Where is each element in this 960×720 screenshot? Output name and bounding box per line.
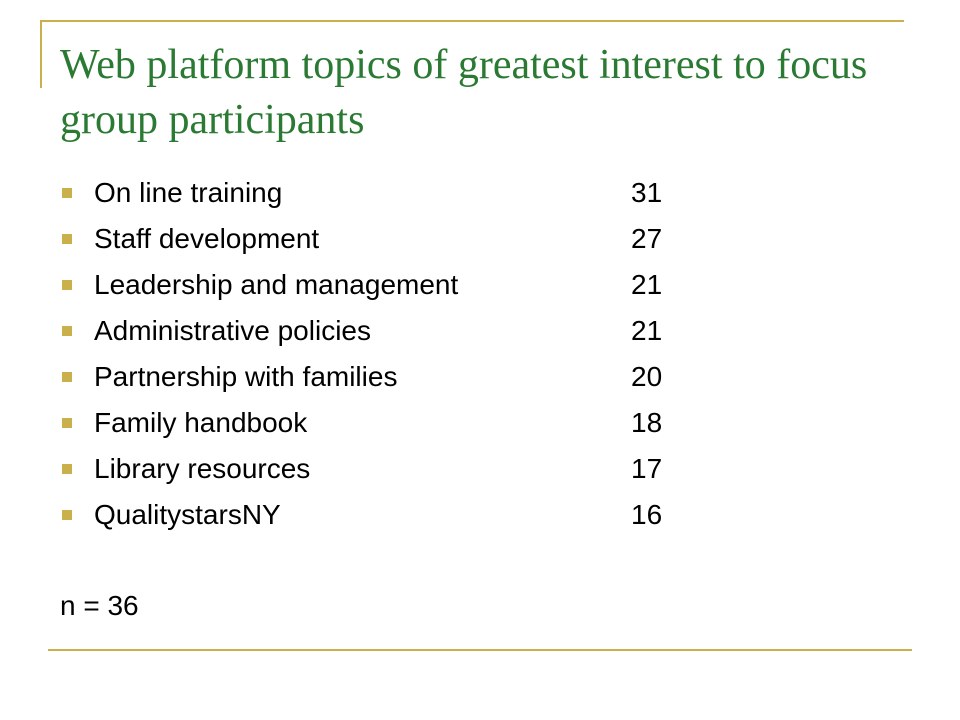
topic-count: 21: [631, 315, 663, 346]
sample-size-note: n = 36: [60, 590, 139, 621]
list-item: Administrative policies 21: [62, 310, 762, 356]
topic-label: Family handbook: [94, 407, 308, 438]
square-bullet-icon: [62, 280, 72, 290]
list-item: QualitystarsNY 16: [62, 494, 762, 540]
list-item: Family handbook 18: [62, 402, 762, 448]
square-bullet-icon: [62, 326, 72, 336]
topic-label: Library resources: [94, 453, 311, 484]
square-bullet-icon: [62, 418, 72, 428]
topic-label: Leadership and management: [94, 269, 459, 300]
topic-count: 16: [631, 499, 663, 530]
topic-count: 27: [631, 223, 663, 254]
square-bullet-icon: [62, 188, 72, 198]
list-item: Staff development 27: [62, 218, 762, 264]
topic-count: 21: [631, 269, 663, 300]
square-bullet-icon: [62, 464, 72, 474]
square-bullet-icon: [62, 372, 72, 382]
topic-count: 18: [631, 407, 663, 438]
list-item: Leadership and management 21: [62, 264, 762, 310]
topic-label: QualitystarsNY: [94, 499, 281, 530]
topic-count: 17: [631, 453, 663, 484]
topic-list: On line training 31 Staff development 27…: [62, 172, 762, 540]
topic-label: Staff development: [94, 223, 320, 254]
topic-count: 20: [631, 361, 663, 392]
topic-label: Administrative policies: [94, 315, 371, 346]
topic-label: On line training: [94, 177, 283, 208]
left-rule: [40, 20, 42, 88]
square-bullet-icon: [62, 234, 72, 244]
list-item: Library resources 17: [62, 448, 762, 494]
list-item: Partnership with families 20: [62, 356, 762, 402]
list-item: On line training 31: [62, 172, 762, 218]
topic-label: Partnership with families: [94, 361, 398, 392]
bottom-rule: [48, 649, 912, 651]
top-rule: [40, 20, 904, 22]
topic-count: 31: [631, 177, 663, 208]
slide-title: Web platform topics of greatest interest…: [60, 42, 868, 143]
square-bullet-icon: [62, 510, 72, 520]
